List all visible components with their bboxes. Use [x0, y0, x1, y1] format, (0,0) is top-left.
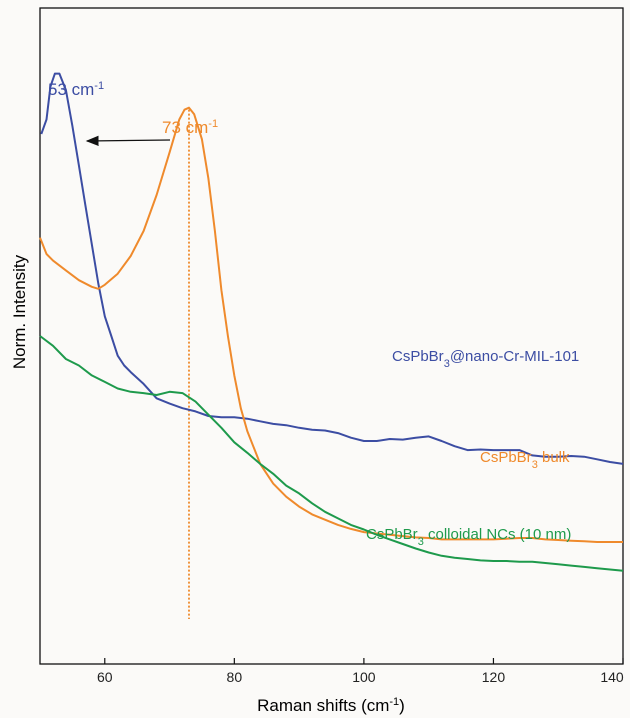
peak-annotation-73: 73 cm-1 [162, 118, 218, 137]
series-label-bulk: CsPbBr3 bulk [480, 449, 570, 471]
x-tick-label: 120 [482, 669, 506, 685]
x-tick-label: 100 [352, 669, 376, 685]
series-group [39, 72, 624, 572]
x-tick-label: 140 [600, 669, 624, 685]
series-line-0 [40, 72, 624, 465]
x-axis-title: Raman shifts (cm-1) [257, 696, 405, 715]
x-ticks: 60 80 100 120 140 [97, 658, 624, 685]
series-line-2 [39, 335, 624, 572]
series-label-mil101: CsPbBr3@nano-Cr-MIL-101 [392, 348, 579, 370]
x-tick-label: 80 [227, 669, 243, 685]
series-line-1 [39, 106, 623, 543]
y-axis-title: Norm. Intensity [10, 254, 29, 369]
shift-arrow [85, 135, 171, 147]
plot-frame [39, 7, 624, 665]
series-label-colloidal: CsPbBr3 colloidal NCs (10 nm) [366, 526, 571, 548]
peak-annotation-53: 53 cm-1 [48, 80, 104, 99]
x-tick-label: 60 [97, 669, 113, 685]
